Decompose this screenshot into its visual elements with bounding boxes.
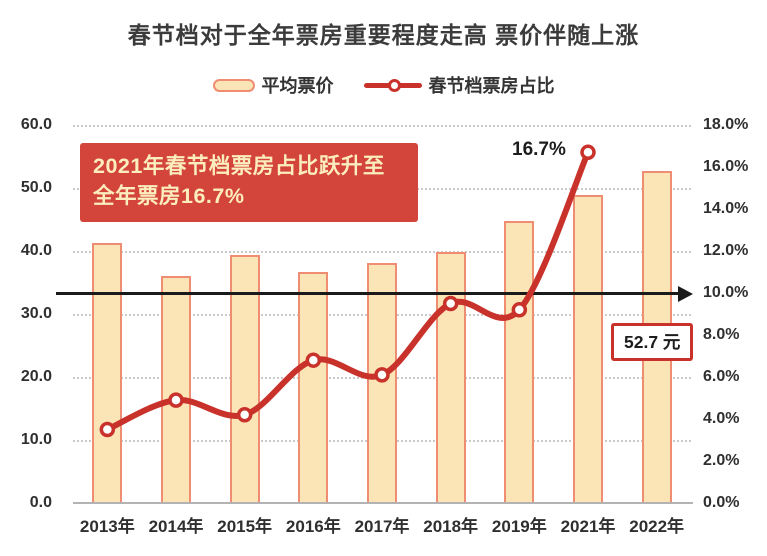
gridline-40 xyxy=(73,251,691,253)
x-axis-label: 2021年 xyxy=(560,517,616,536)
bar-swatch-icon xyxy=(212,78,255,92)
right-axis-tick: 0.0% xyxy=(703,494,740,511)
x-axis-label: 2016年 xyxy=(285,517,341,536)
data-point-marker xyxy=(236,407,253,423)
chart-title: 春节档对于全年票房重要程度走高 票价伴随上涨 xyxy=(127,22,640,48)
right-axis-tick: 14.0% xyxy=(703,200,749,217)
x-axis-label: 2013年 xyxy=(79,517,135,536)
right-axis-tick: 6.0% xyxy=(703,368,740,385)
bar-2017年 xyxy=(367,262,397,503)
data-point-marker xyxy=(168,392,184,408)
bar-2013年 xyxy=(92,243,123,503)
annotation-box: 2021年春节档票房占比跃升至 全年票房16.7% xyxy=(80,143,418,223)
share-line-series xyxy=(99,144,596,438)
data-point-marker xyxy=(374,367,390,383)
legend-label-avg-price: 平均票价 xyxy=(261,76,334,96)
data-point-marker xyxy=(442,295,459,312)
x-axis-label: 2022年 xyxy=(629,517,685,536)
left-axis-tick: 30.0 xyxy=(20,305,52,322)
right-axis-tick: 12.0% xyxy=(703,242,749,259)
legend-item-share: 春节档票房占比 xyxy=(363,72,555,98)
left-axis-tick: 50.0 xyxy=(20,179,52,196)
right-axis-tick: 4.0% xyxy=(703,410,740,427)
right-axis-tick: 8.0% xyxy=(703,326,740,343)
peak-value-label: 16.7% xyxy=(512,139,566,161)
right-axis-tick: 2.0% xyxy=(703,452,740,469)
gridline-60 xyxy=(73,125,691,127)
legend-item-avg-price: 平均票价 xyxy=(212,72,334,98)
reference-arrowhead-icon xyxy=(678,285,693,302)
left-axis-tick: 40.0 xyxy=(20,242,52,259)
annotation-line-2: 全年票房16.7% xyxy=(93,183,245,208)
right-axis-tick: 10.0% xyxy=(703,284,749,301)
data-point-marker xyxy=(580,144,596,161)
data-point-marker xyxy=(305,352,322,368)
x-axis-label: 2015年 xyxy=(217,517,273,536)
left-axis-tick: 60.0 xyxy=(20,116,52,133)
right-axis-tick: 18.0% xyxy=(703,116,749,133)
left-axis-tick: 10.0 xyxy=(20,431,52,448)
data-point-marker xyxy=(99,421,116,438)
annotation-line-1: 2021年春节档票房占比跃升至 xyxy=(93,154,385,178)
bar-2015年 xyxy=(229,254,260,503)
legend: 平均票价 春节档票房占比 xyxy=(0,72,767,98)
legend-label-share: 春节档票房占比 xyxy=(428,76,555,96)
x-axis-label: 2019年 xyxy=(491,517,547,536)
x-axis-label: 2018年 xyxy=(423,517,479,536)
bar-2016年 xyxy=(298,272,329,503)
bar-2021年 xyxy=(573,194,603,503)
bar-2019年 xyxy=(504,221,535,503)
line-swatch-icon xyxy=(363,78,422,92)
right-axis-tick: 16.0% xyxy=(703,158,749,175)
bar-2014年 xyxy=(161,275,191,503)
data-point-marker xyxy=(511,302,528,318)
x-axis-label: 2017年 xyxy=(354,517,410,536)
x-axis-line xyxy=(73,502,693,504)
price-callout-box: 52.7 元 xyxy=(611,323,694,361)
reference-line xyxy=(56,292,678,295)
left-axis-tick: 0.0 xyxy=(29,494,52,511)
left-axis-tick: 20.0 xyxy=(20,368,52,385)
x-axis-label: 2014年 xyxy=(148,517,204,536)
